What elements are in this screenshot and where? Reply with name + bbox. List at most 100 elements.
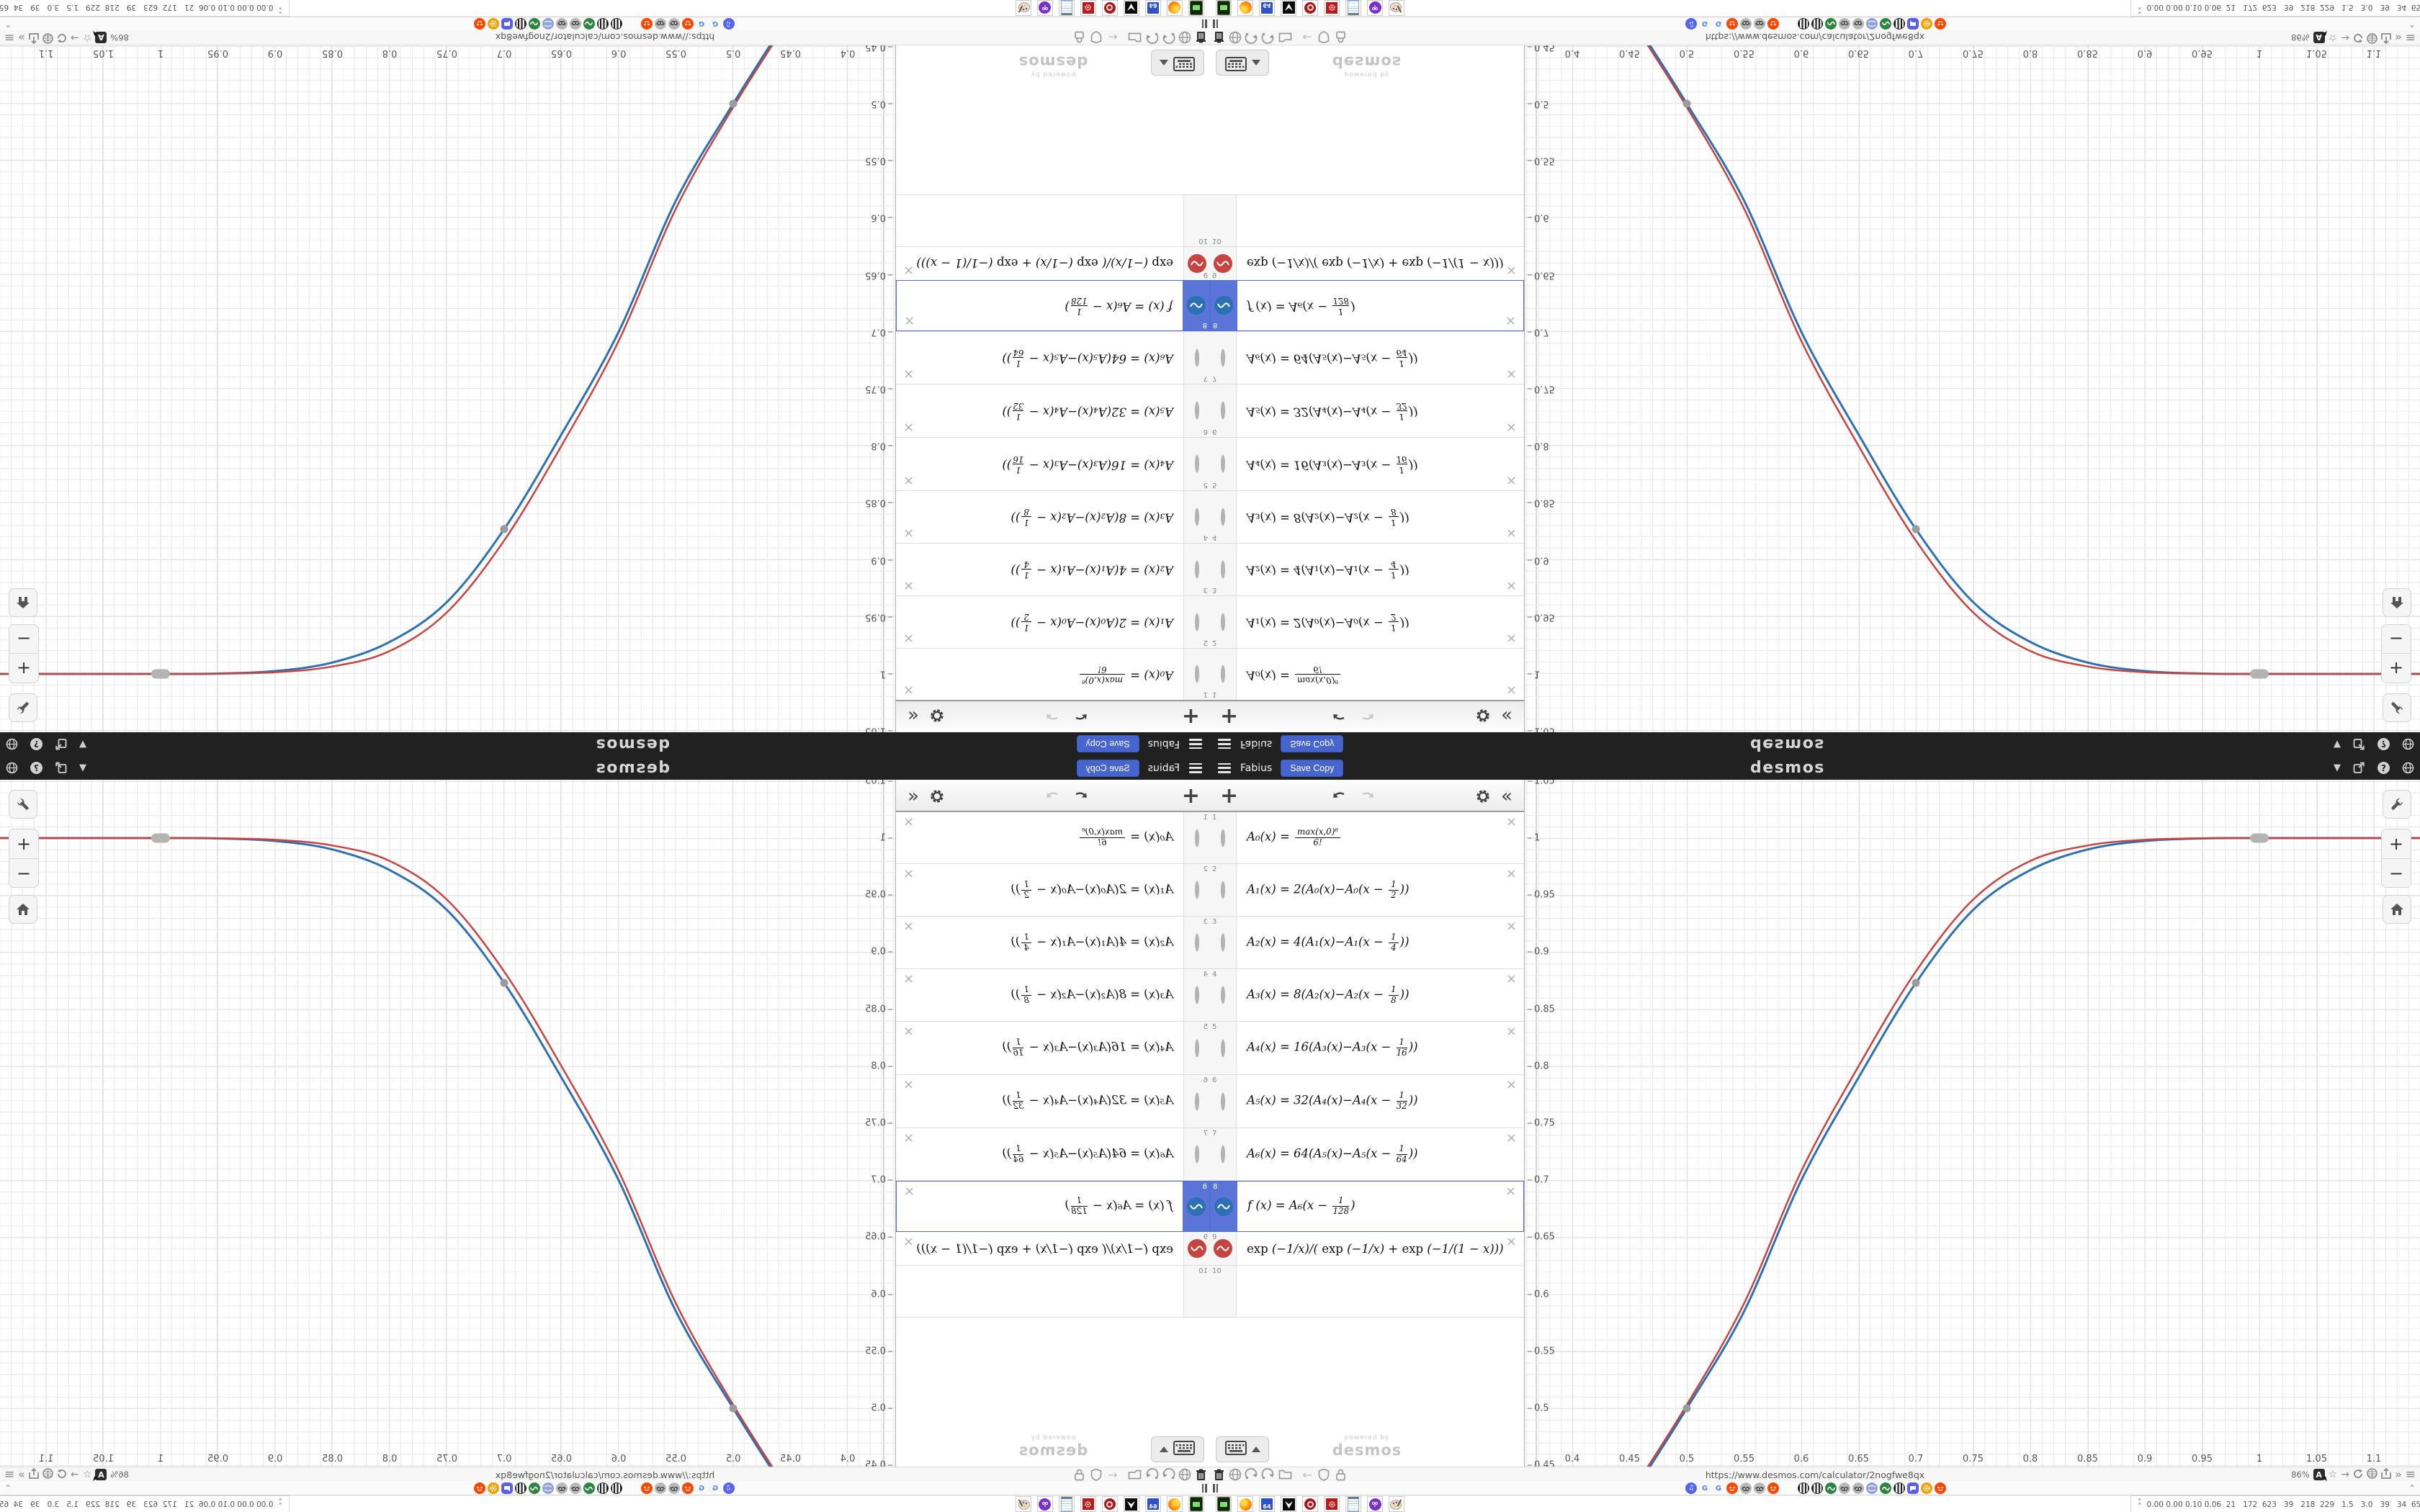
expression-formula[interactable]: A₃(x) = 8(A₂(x)−A₂(x − 1 8)) [1247, 984, 1410, 1005]
taskbar-app-badge-red-ring[interactable] [1302, 0, 1318, 16]
taskbar-app-owl-purple[interactable] [1037, 1496, 1053, 1512]
expression-gutter[interactable]: 1 [1210, 649, 1237, 700]
expression-gutter[interactable]: 5 [1210, 1022, 1237, 1074]
tab-favicon-raccoon[interactable] [655, 18, 666, 30]
arrow-right-icon[interactable]: → [71, 1469, 79, 1480]
back-arrow-icon[interactable]: ← [1302, 30, 1312, 45]
expression-gutter[interactable]: 8 [1183, 1182, 1209, 1231]
lock-icon[interactable] [1072, 31, 1087, 44]
delete-expression-icon[interactable]: × [1505, 420, 1517, 435]
caret-down-icon[interactable]: ▼ [79, 762, 86, 773]
reload-icon[interactable] [2353, 1469, 2363, 1481]
shield-icon[interactable] [1317, 1468, 1331, 1481]
tab-favicon-striped[interactable] [597, 18, 609, 30]
curve-fabius-blue[interactable] [0, 837, 792, 1467]
expression-formula[interactable]: A₁(x) = 2(A₀(x)−A₀(x − 1 2)) [1247, 612, 1410, 634]
expression-row-7[interactable]: 7 A₆(x) = 64(A₅(x)−A₅(x − 1 64)) × [896, 331, 1210, 384]
tab-favicon-reddit[interactable] [682, 1482, 694, 1494]
tab-favicon-raccoon[interactable] [655, 1482, 666, 1494]
tab-scroll-chevron-icon[interactable]: ⌃ [2408, 19, 2416, 29]
keyboard-toggle-button[interactable] [1151, 1436, 1204, 1462]
save-copy-button[interactable]: Save Copy [1076, 759, 1139, 777]
trash-icon[interactable] [1194, 31, 1209, 44]
taskbar-app-notepad[interactable] [1059, 1496, 1075, 1512]
expression-gutter[interactable]: 10 [1210, 1266, 1237, 1317]
url-text[interactable]: https://www.desmos.com/calculator/2nogfw… [495, 32, 715, 43]
taskbar-app-palette[interactable] [1016, 1496, 1031, 1512]
expression-formula[interactable]: f (x) = A₆(x − 1 128) [1247, 1195, 1355, 1216]
tab-favicon-striped[interactable] [1894, 18, 1905, 30]
zoom-out-button[interactable]: − [9, 625, 38, 654]
taskbar-app-wolf-black[interactable] [1124, 0, 1139, 16]
expression-row-3[interactable]: 3 A₂(x) = 4(A₁(x)−A₁(x − 1 4)) × [1210, 543, 1524, 595]
back-arrow-icon[interactable]: ← [1108, 30, 1118, 45]
collapse-panel-icon[interactable]: « [1501, 705, 1512, 727]
hidden-plot-circle-icon[interactable] [1195, 402, 1199, 420]
expression-row-9[interactable]: 9 exp (−1/x)/( exp (−1/x) + exp (−1/(1 − … [1210, 246, 1524, 280]
tab-favicon-reddit[interactable] [1726, 1482, 1738, 1494]
expression-row-5[interactable]: 5 A₄(x) = 16(A₃(x)−A₃(x − 1 16)) × [1210, 437, 1524, 490]
back-arrow-icon[interactable]: ← [1108, 1467, 1118, 1482]
tab-favicon-reddit[interactable] [1767, 1482, 1779, 1494]
expression-row-4[interactable]: 4 A₃(x) = 8(A₂(x)−A₂(x − 1 8)) × [1210, 969, 1524, 1022]
expression-gutter[interactable]: 8 [1183, 281, 1209, 330]
tab-favicon-reddit[interactable] [474, 18, 485, 30]
tab-favicon-raccoon[interactable] [668, 18, 680, 30]
expression-row-5[interactable]: 5 A₄(x) = 16(A₃(x)−A₃(x − 1 16)) × [896, 1022, 1210, 1075]
expression-gutter[interactable]: 3 [1183, 917, 1210, 968]
hidden-plot-circle-icon[interactable] [1221, 455, 1225, 473]
delete-expression-icon[interactable]: × [1505, 1024, 1517, 1039]
back-arrow-icon[interactable]: ← [1302, 1467, 1312, 1482]
expression-formula[interactable]: A₅(x) = 32(A₄(x)−A₄(x − 1 32)) [1247, 401, 1418, 422]
tab-favicon-desmos-wave[interactable] [583, 1482, 595, 1494]
curve-fabius-blue[interactable] [1628, 45, 2420, 675]
tab-favicon-globe-blue[interactable] [542, 1482, 554, 1494]
expression-row-4[interactable]: 4 A₃(x) = 8(A₂(x)−A₂(x − 1 8)) × [896, 969, 1210, 1022]
taskbar-app-gear-red[interactable] [1324, 0, 1340, 16]
tab-favicon-desmos-wave[interactable] [583, 18, 595, 30]
expression-formula[interactable]: exp (−1/x)/( exp (−1/x) + exp (−1/(1 − x… [1247, 256, 1504, 271]
menu-hamburger-icon[interactable] [1218, 762, 1231, 773]
tab-favicon-desmos-wave[interactable] [529, 18, 540, 30]
expression-gutter[interactable]: 4 [1183, 969, 1210, 1021]
tab-favicon-google[interactable]: G [696, 1482, 707, 1494]
trash-icon[interactable] [1211, 31, 1226, 44]
delete-expression-icon[interactable]: × [903, 526, 915, 541]
delete-expression-icon[interactable]: × [1505, 814, 1517, 829]
expression-formula[interactable]: A₀(x) = max(x,0)⁶ 6! [1247, 827, 1342, 847]
expression-row-9[interactable]: 9 exp (−1/x)/( exp (−1/x) + exp (−1/(1 − … [896, 1232, 1210, 1266]
wave-red-plot-icon[interactable] [1188, 1239, 1206, 1258]
hidden-plot-circle-icon[interactable] [1221, 508, 1225, 526]
tab-favicon-gear-orange[interactable] [488, 18, 499, 30]
url-text[interactable]: https://www.desmos.com/calculator/2nogfw… [1705, 1469, 1925, 1480]
tab-favicon-raccoon[interactable] [570, 18, 581, 30]
delete-expression-icon[interactable]: × [1505, 366, 1517, 382]
expression-gutter[interactable]: 3 [1210, 917, 1237, 968]
menu-hamburger-icon[interactable] [1218, 739, 1231, 750]
taskbar-app-firefox[interactable] [1167, 0, 1183, 16]
hidden-plot-circle-icon[interactable] [1195, 881, 1199, 899]
share-icon[interactable] [2353, 738, 2365, 750]
globe-striped-icon[interactable] [2367, 31, 2378, 44]
shield-icon[interactable] [1317, 31, 1331, 44]
expression-formula[interactable]: A₄(x) = 16(A₃(x)−A₃(x − 1 16)) [1247, 1037, 1418, 1058]
history-back-arc-icon[interactable] [1245, 31, 1259, 44]
expression-row-1[interactable]: 1 A₀(x) = max(x,0)⁶ 6! × [1210, 812, 1524, 864]
zoom-out-button[interactable]: − [2382, 858, 2411, 887]
tab-favicon-raccoon[interactable] [1754, 1482, 1765, 1494]
history-forward-arc-icon[interactable] [1144, 1468, 1159, 1481]
delete-expression-icon[interactable]: × [1505, 473, 1517, 488]
expression-formula[interactable]: A₁(x) = 2(A₀(x)−A₀(x − 1 2)) [1010, 612, 1173, 634]
add-expression-button[interactable]: + [1181, 703, 1200, 729]
tab-favicon-raccoon[interactable] [668, 1482, 680, 1494]
expression-formula[interactable]: exp (−1/x)/( exp (−1/x) + exp (−1/(1 − x… [916, 1241, 1173, 1256]
tab-favicon-chat-bubble[interactable] [501, 18, 513, 30]
expression-gutter[interactable]: 4 [1183, 491, 1210, 543]
graph-pane[interactable]: 1.05 1 0.95 0.9 0.85 0.8 0.75 0.7 0.65 0.6 0.55 0.5… [0, 780, 895, 1467]
delete-expression-icon[interactable]: × [903, 473, 915, 488]
history-back-arc-icon[interactable] [1161, 1468, 1175, 1481]
chevrons-right-icon[interactable]: » [18, 1467, 26, 1481]
keyboard-toggle-button[interactable] [1151, 50, 1204, 76]
expression-row-1[interactable]: 1 A₀(x) = max(x,0)⁶ 6! × [1210, 648, 1524, 700]
help-icon[interactable]: ? [2378, 762, 2390, 774]
